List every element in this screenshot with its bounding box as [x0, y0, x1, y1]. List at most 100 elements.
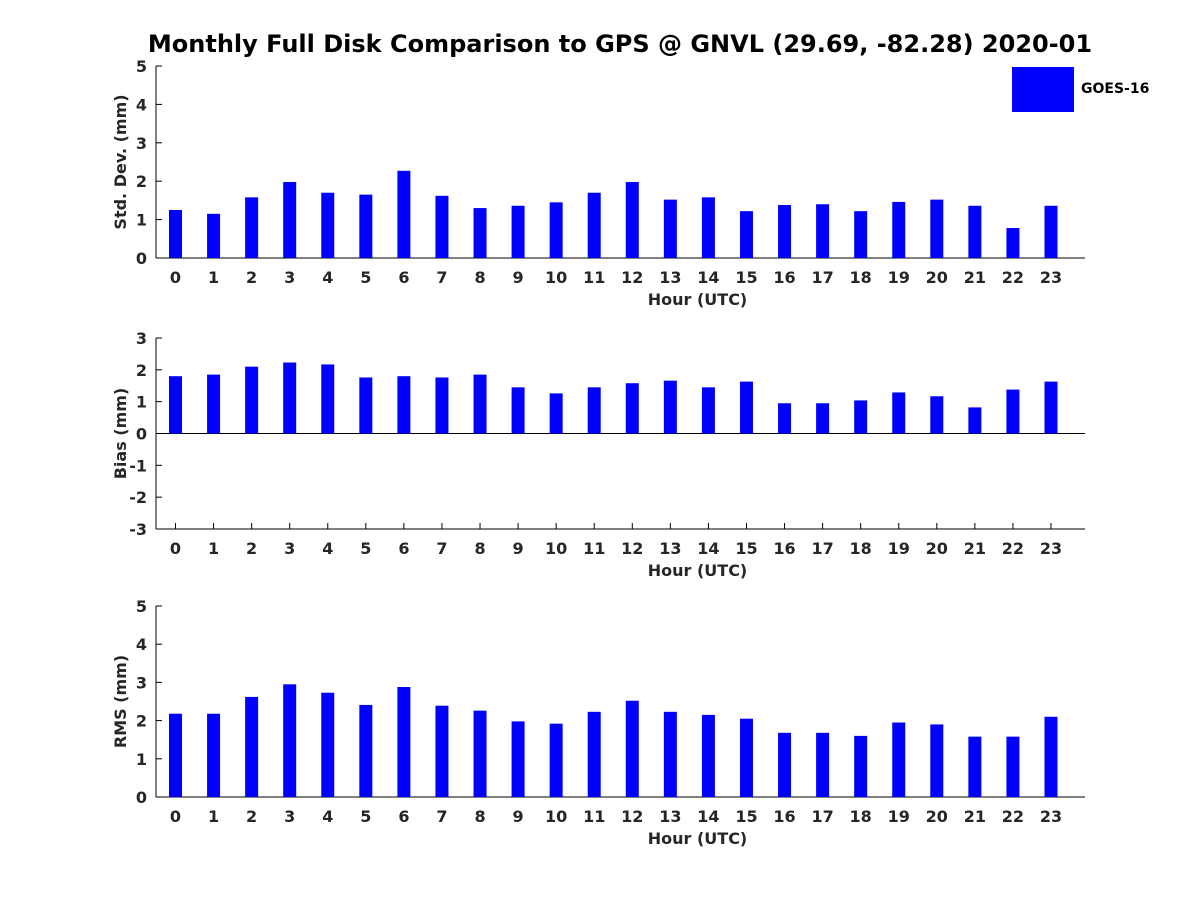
- bar: [663, 380, 677, 434]
- x-tick-label: 2: [246, 539, 257, 558]
- x-tick-label: 7: [436, 268, 447, 287]
- bar: [892, 392, 906, 434]
- bar: [435, 195, 449, 258]
- y-tick-label: 4: [136, 635, 147, 654]
- x-tick-label: 3: [284, 807, 295, 826]
- x-tick-label: 23: [1040, 539, 1062, 558]
- legend: GOES-16: [1012, 66, 1192, 114]
- x-axis-label: Hour (UTC): [648, 561, 748, 580]
- x-tick-label: 13: [659, 539, 681, 558]
- x-tick-label: 9: [513, 807, 524, 826]
- x-tick-label: 14: [697, 807, 719, 826]
- bar: [435, 377, 449, 434]
- x-tick-label: 13: [659, 807, 681, 826]
- x-tick-label: 0: [170, 539, 181, 558]
- bar: [1006, 389, 1020, 434]
- x-tick-label: 9: [513, 539, 524, 558]
- x-tick-label: 2: [246, 807, 257, 826]
- x-tick-label: 19: [888, 539, 910, 558]
- x-tick-label: 5: [360, 807, 371, 826]
- y-tick-label: 1: [136, 750, 147, 769]
- x-tick-label: 0: [170, 268, 181, 287]
- bar: [968, 407, 982, 434]
- y-tick-label: 0: [136, 788, 147, 807]
- x-tick-label: 12: [621, 268, 643, 287]
- bar: [739, 211, 753, 258]
- y-tick-label: 2: [136, 712, 147, 731]
- x-tick-label: 7: [436, 539, 447, 558]
- y-tick-label: 5: [136, 597, 147, 616]
- x-tick-label: 22: [1002, 268, 1024, 287]
- x-tick-label: 23: [1040, 807, 1062, 826]
- y-tick-label: -1: [129, 456, 147, 475]
- x-axis-label: Hour (UTC): [648, 829, 748, 848]
- x-tick-label: 8: [474, 268, 485, 287]
- x-tick-label: 6: [398, 268, 409, 287]
- y-tick-label: -3: [129, 520, 147, 539]
- x-tick-label: 1: [208, 268, 219, 287]
- x-tick-label: 1: [208, 539, 219, 558]
- bar: [169, 713, 182, 797]
- x-tick-label: 21: [964, 539, 986, 558]
- x-tick-label: 2: [246, 268, 257, 287]
- y-tick-label: 0: [136, 425, 147, 444]
- bar: [473, 710, 487, 797]
- bar: [930, 724, 944, 797]
- bar: [854, 211, 868, 258]
- bar: [283, 684, 297, 797]
- bar: [778, 732, 792, 797]
- x-tick-label: 7: [436, 807, 447, 826]
- x-tick-label: 22: [1002, 539, 1024, 558]
- bar: [511, 205, 525, 258]
- y-tick-label: 3: [136, 329, 147, 348]
- bar: [283, 362, 297, 434]
- bar: [854, 735, 868, 797]
- x-tick-label: 18: [850, 807, 872, 826]
- bar: [321, 692, 335, 797]
- x-tick-label: 20: [926, 268, 948, 287]
- bar: [1006, 736, 1020, 797]
- bar: [778, 205, 792, 258]
- bar: [549, 723, 563, 797]
- bar: [816, 403, 830, 434]
- bar: [587, 387, 601, 434]
- bar: [701, 197, 715, 258]
- x-tick-label: 4: [322, 539, 333, 558]
- bar: [930, 199, 944, 258]
- bar: [625, 383, 639, 434]
- bar: [359, 704, 373, 797]
- bar: [625, 181, 639, 258]
- x-tick-label: 20: [926, 539, 948, 558]
- figure-title: Monthly Full Disk Comparison to GPS @ GN…: [147, 30, 1093, 58]
- bar: [359, 194, 373, 258]
- bar: [473, 208, 487, 258]
- x-tick-label: 21: [964, 807, 986, 826]
- x-tick-label: 0: [170, 807, 181, 826]
- x-tick-label: 1: [208, 807, 219, 826]
- x-axis-label: Hour (UTC): [648, 290, 748, 309]
- bar: [549, 393, 563, 434]
- x-tick-label: 17: [811, 807, 833, 826]
- bar: [663, 711, 677, 797]
- y-tick-label: 1: [136, 393, 147, 412]
- x-tick-label: 11: [583, 268, 605, 287]
- bar: [968, 205, 982, 258]
- x-tick-label: 21: [964, 268, 986, 287]
- x-tick-label: 6: [398, 807, 409, 826]
- x-tick-label: 22: [1002, 807, 1024, 826]
- x-tick-label: 3: [284, 268, 295, 287]
- x-tick-label: 23: [1040, 268, 1062, 287]
- y-axis-label: Bias (mm): [111, 388, 130, 480]
- bar: [169, 210, 182, 258]
- bar: [663, 199, 677, 258]
- bar: [1044, 205, 1058, 258]
- bar: [207, 713, 221, 797]
- y-tick-label: 4: [136, 95, 147, 114]
- bar: [435, 705, 449, 797]
- y-tick-label: 2: [136, 172, 147, 191]
- bar: [587, 192, 601, 258]
